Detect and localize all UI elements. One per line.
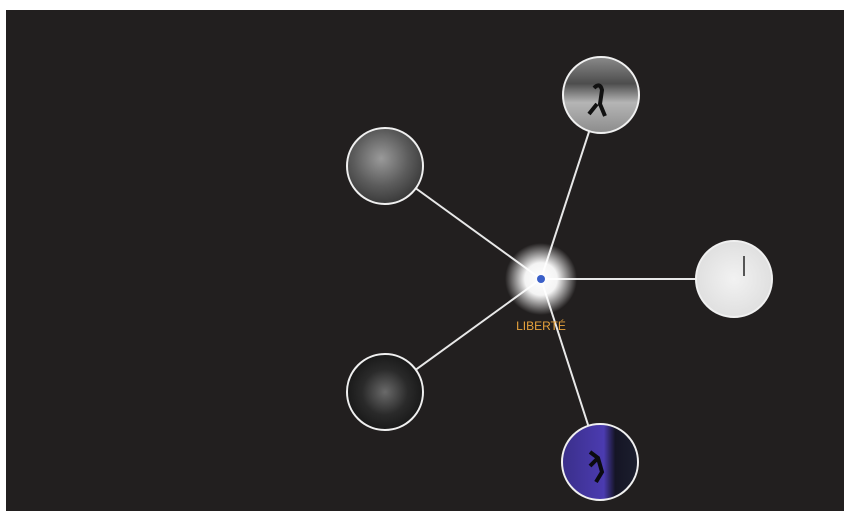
page: LIBERTÉ (() => { const data = JSON.parse… — [0, 0, 844, 511]
center-label: LIBERTÉ — [516, 318, 566, 333]
media-node[interactable] — [347, 354, 423, 430]
scene: LIBERTÉ — [0, 0, 844, 511]
media-node[interactable] — [347, 128, 423, 204]
media-node[interactable] — [696, 241, 772, 317]
center-node[interactable] — [537, 275, 545, 283]
